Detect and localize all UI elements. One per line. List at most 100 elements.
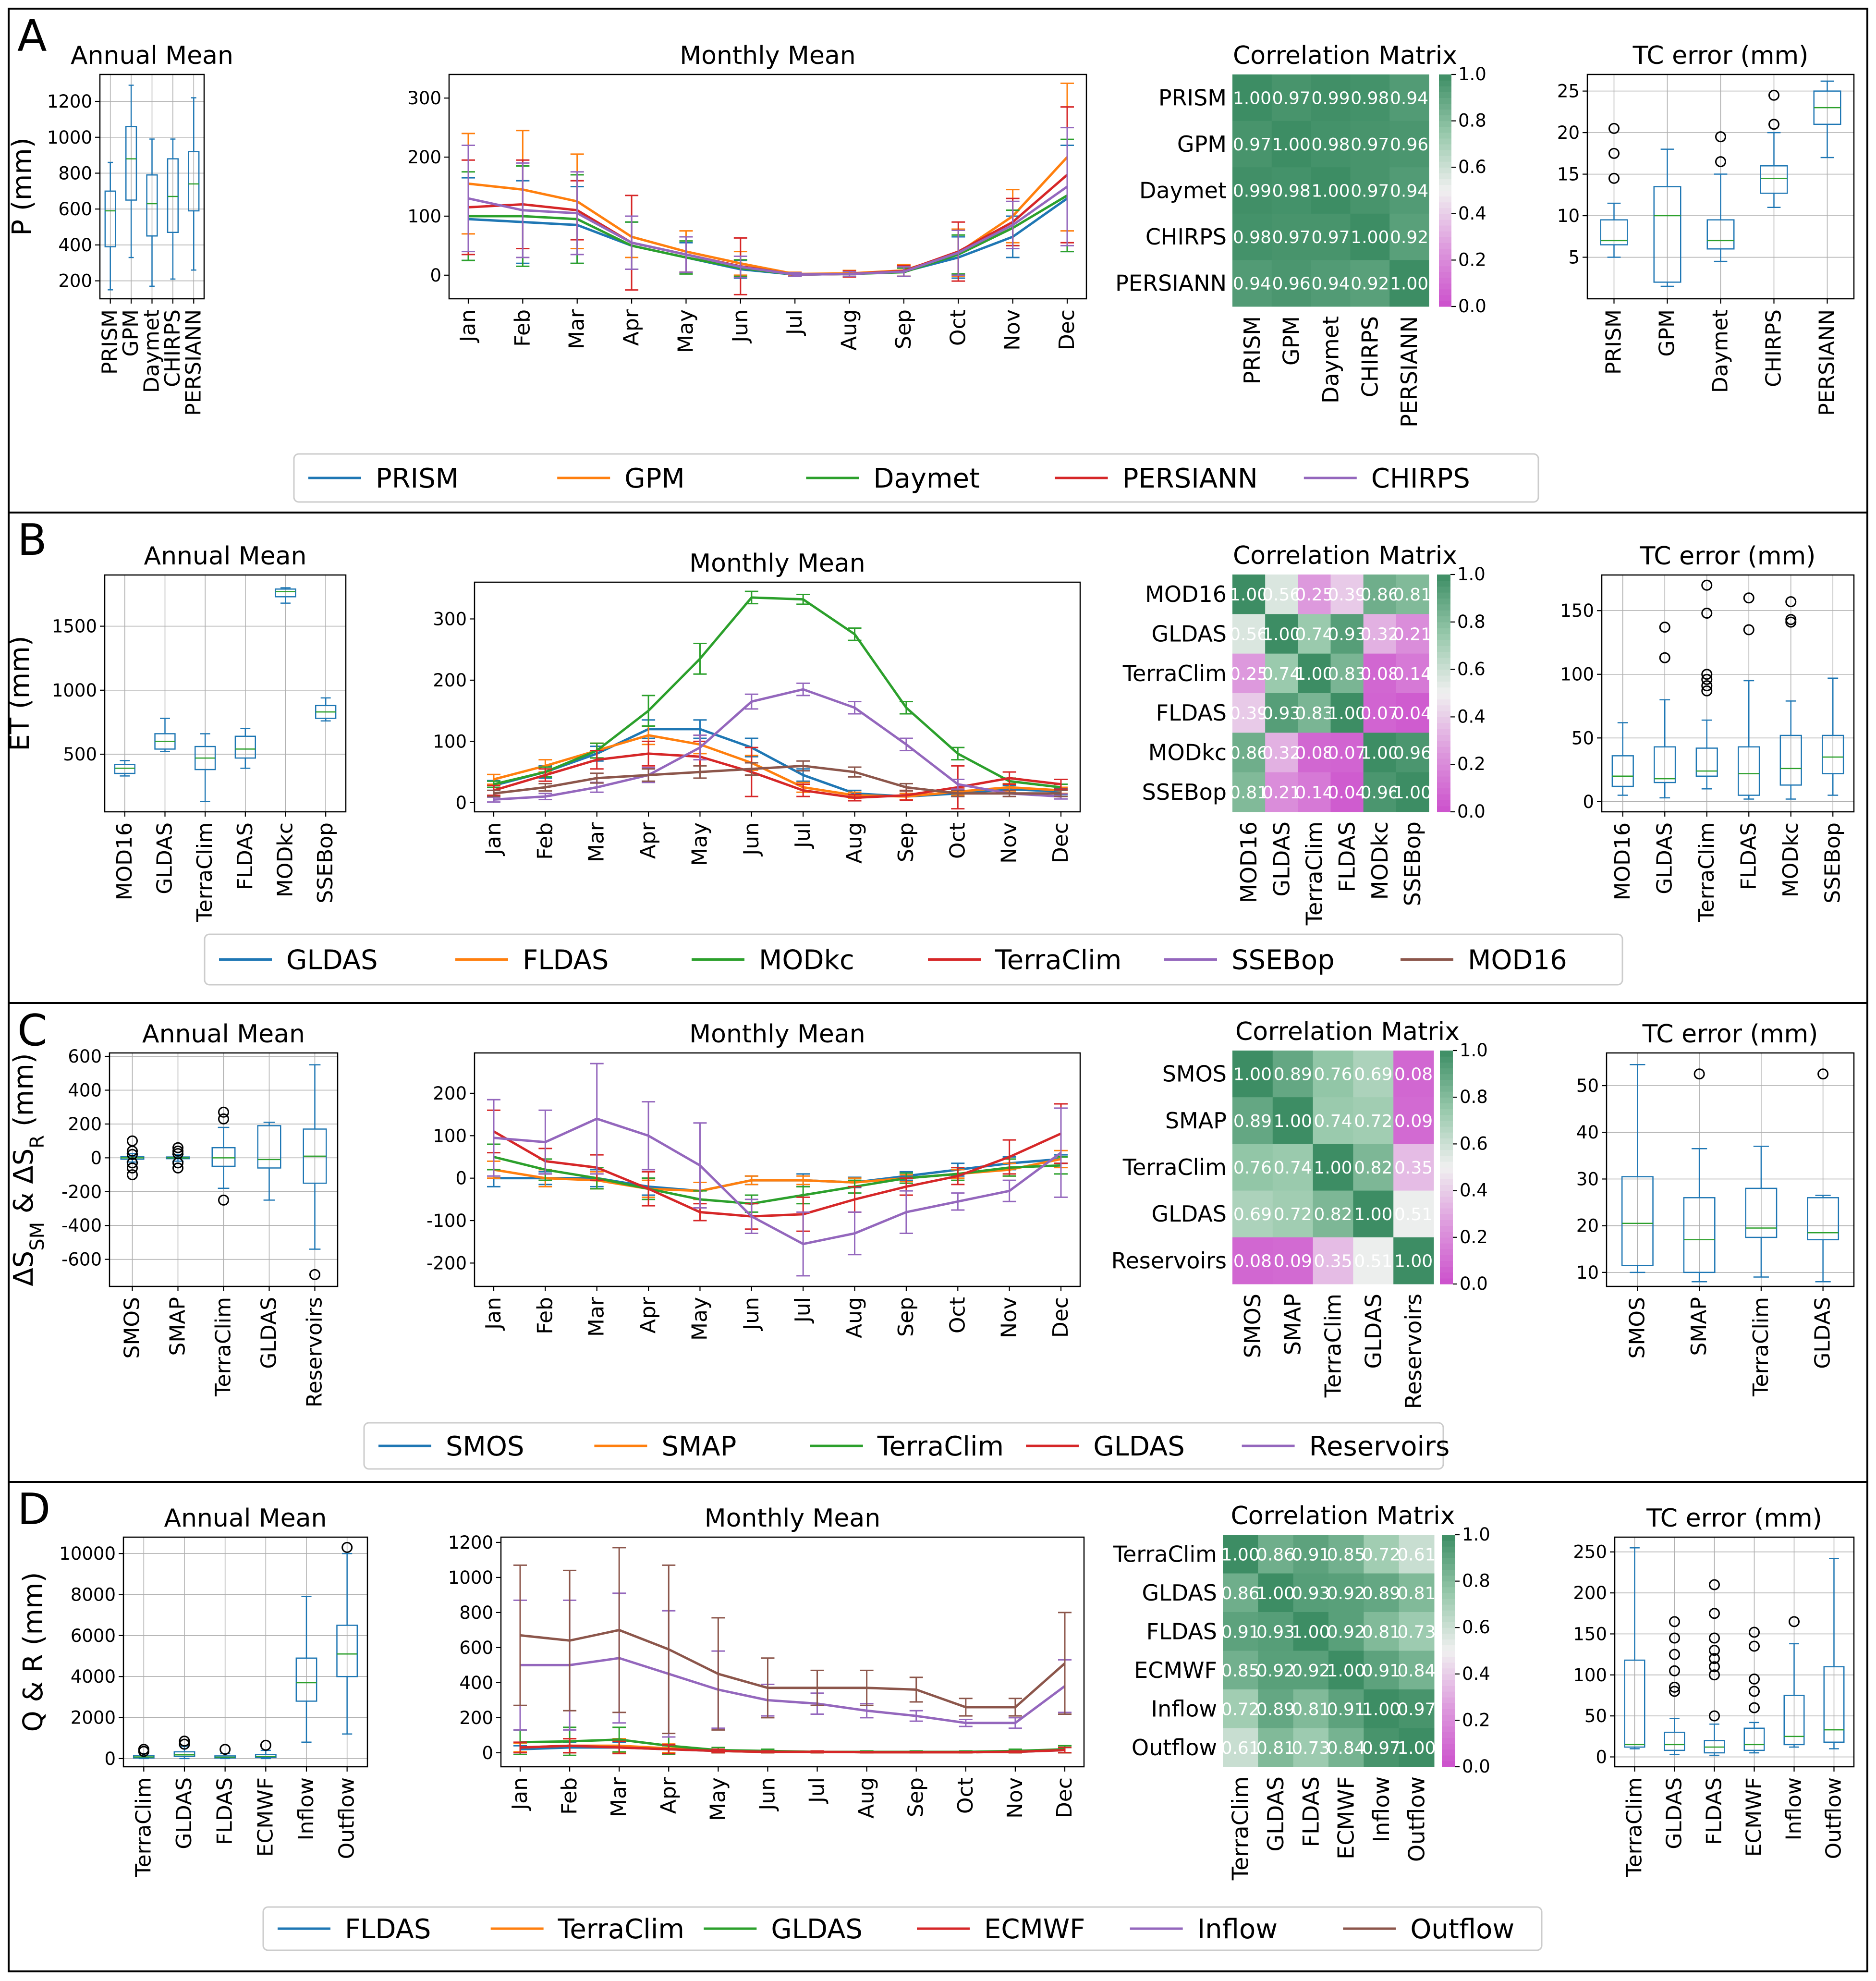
panel-a-correlation-matrix-colorbar-segment bbox=[1439, 173, 1451, 179]
panel-b-correlation-matrix-col-label: TerraClim bbox=[1301, 821, 1327, 926]
panel-a-correlation-matrix-colorbar-segment bbox=[1439, 237, 1451, 243]
legend-label-gldas: GLDAS bbox=[771, 1914, 863, 1945]
iqr-box bbox=[1783, 1695, 1805, 1746]
panel-d-correlation-matrix-col-label: Outflow bbox=[1403, 1776, 1429, 1862]
series-line bbox=[493, 688, 1061, 801]
panel-d-correlation-matrix-cell bbox=[1399, 1728, 1435, 1767]
panel-d-tc-error-ytick-label: 50 bbox=[1584, 1706, 1607, 1726]
panel-b-tc-error-xtick-label: TerraClim bbox=[1694, 822, 1719, 922]
panel-d-correlation-matrix-col-label: Inflow bbox=[1368, 1776, 1394, 1842]
panel-d-correlation-matrix-cell bbox=[1364, 1689, 1400, 1728]
panel-b-correlation-matrix-colorbar-segment bbox=[1437, 616, 1450, 623]
panel-a-correlation-matrix-cell bbox=[1311, 121, 1351, 168]
panel-d-correlation-matrix-colorbar-segment bbox=[1442, 1761, 1455, 1767]
panel-c-monthly-mean-xtick-label: Apr bbox=[636, 1296, 660, 1333]
panel-b-monthly-mean-xtick-label: Mar bbox=[585, 822, 609, 862]
panel-d-correlation-matrix-colorbar-segment bbox=[1442, 1546, 1455, 1553]
panel-a-correlation-matrix-colorbar-segment bbox=[1439, 184, 1451, 191]
panel-d-correlation-matrix-cell bbox=[1293, 1728, 1329, 1767]
panel-c-monthly-mean-xtick-label: Jan bbox=[481, 1297, 506, 1331]
legend-label-inflow: Inflow bbox=[1197, 1914, 1278, 1945]
panel-b-correlation-matrix-cell bbox=[1396, 733, 1429, 773]
panel-a-correlation-matrix-colorbar-segment bbox=[1439, 138, 1451, 145]
panel-b-correlation-matrix-cell bbox=[1298, 733, 1331, 773]
panel-a-legend: PRISM GPM Daymet PERSIANN CHIRPS bbox=[293, 453, 1539, 503]
panel-c-correlation-matrix-colorbar-segment bbox=[1440, 1126, 1453, 1133]
panel-c-tc-error-xtick-label: SMOS bbox=[1625, 1297, 1649, 1358]
panel-d-tc-error-frame bbox=[1614, 1536, 1855, 1768]
panel-a-correlation-matrix-cell-value: 0.97 bbox=[1351, 182, 1389, 201]
panel-a-monthly-mean-xtick-label: Mar bbox=[565, 309, 589, 349]
iqr-box bbox=[1611, 755, 1634, 787]
panel-b-tc-error-box-modkc bbox=[1779, 596, 1802, 800]
panel-d-correlation-matrix-colorbar-segment bbox=[1442, 1697, 1455, 1703]
panel-d-tc-error-ytick-label: 200 bbox=[1573, 1583, 1607, 1603]
panel-a-tc-error-axes: 5 10 15 20 25 PRISM GPM Daymet CHIRPS PERSIANN TC … bbox=[1557, 41, 1855, 416]
panel-d-tc-error-box-outflow bbox=[1823, 1558, 1845, 1749]
panel-d-correlation-matrix-cell-value: 1.00 bbox=[1362, 1700, 1401, 1719]
outlier-point bbox=[179, 1738, 190, 1750]
panel-a-correlation-matrix-colorbar-segment bbox=[1439, 254, 1451, 260]
outlier-point bbox=[218, 1194, 229, 1206]
panel-a-correlation-matrix-colorbar-segment bbox=[1439, 277, 1451, 284]
panel-d-correlation-matrix-cell-value: 0.93 bbox=[1256, 1622, 1295, 1642]
panel-c-frame bbox=[8, 1002, 1868, 1483]
panel-b-correlation-matrix-cell bbox=[1298, 693, 1331, 733]
panel-d-correlation-matrix-colorbar-label: 1.0 bbox=[1462, 1524, 1490, 1545]
panel-d-correlation-matrix-col-label: FLDAS bbox=[1298, 1776, 1324, 1847]
panel-b-correlation-matrix-colorbar-segment bbox=[1437, 681, 1450, 688]
panel-d-tc-error-xtick-label: Outflow bbox=[1822, 1777, 1846, 1859]
panel-b-correlation-matrix-colorbar-segment bbox=[1437, 729, 1450, 735]
panel-d-correlation-matrix-cell-value: 0.91 bbox=[1221, 1622, 1260, 1642]
panel-d-legend: FLDAS TerraClim GLDAS ECMWF Inflow Outflow bbox=[262, 1906, 1543, 1951]
panel-c-monthly-mean-ytick-label: 100 bbox=[433, 1125, 467, 1146]
panel-c-correlation-matrix-cell bbox=[1353, 1190, 1394, 1238]
series-line bbox=[520, 1657, 1066, 1724]
panel-a-correlation-matrix-cell-value: 0.98 bbox=[1351, 88, 1389, 108]
panel-c-correlation-matrix-colorbar-label: 0.8 bbox=[1460, 1087, 1488, 1107]
outlier-point bbox=[260, 1739, 271, 1751]
panel-a-tc-error-box-gpm bbox=[1653, 148, 1681, 287]
panel-c-annual-mean-xtick-label: SMAP bbox=[166, 1297, 190, 1356]
iqr-box bbox=[1738, 746, 1760, 796]
iqr-box bbox=[1743, 1727, 1765, 1751]
panel-b-correlation-matrix-cell bbox=[1363, 733, 1397, 773]
panel-d-correlation-matrix-cell bbox=[1293, 1573, 1329, 1613]
panel-d-correlation-matrix-cell bbox=[1328, 1689, 1364, 1728]
iqr-box bbox=[1760, 165, 1788, 194]
panel-b-tc-error-xtick-label: MODkc bbox=[1779, 822, 1803, 897]
panel-a-correlation-matrix-cell bbox=[1350, 74, 1390, 122]
panel-d-correlation-matrix-col-label: TerraClim bbox=[1228, 1776, 1254, 1881]
panel-c-correlation-matrix-colorbar-segment bbox=[1440, 1138, 1453, 1144]
panel-d-correlation-matrix-row-label: ECMWF bbox=[1134, 1657, 1217, 1683]
panel-b-annual-mean-ytick-label: 1500 bbox=[52, 616, 97, 637]
panel-b-annual-mean-ytick-label: 1000 bbox=[52, 680, 97, 701]
panel-a-correlation-matrix-colorbar-segment bbox=[1439, 179, 1451, 185]
panel-b-monthly-mean-xtick-label: Jul bbox=[791, 822, 815, 849]
iqr-box bbox=[125, 126, 137, 201]
panel-d: DQ & R (mm)0200040006000800010000TerraCl… bbox=[8, 1481, 1868, 1972]
panel-b-correlation-matrix-cell-value: 0.39 bbox=[1230, 704, 1268, 723]
panel-d-correlation-matrix-cell-value: 0.81 bbox=[1397, 1584, 1436, 1603]
panel-b-correlation-matrix-cell bbox=[1232, 614, 1266, 654]
panel-b-annual-mean-xtick-label: MOD16 bbox=[112, 822, 137, 900]
panel-a-correlation-matrix-cell-value: 0.99 bbox=[1233, 182, 1271, 201]
panel-d-correlation-matrix-cell bbox=[1364, 1651, 1400, 1690]
panel-b-correlation-matrix-cell-value: 0.21 bbox=[1393, 625, 1432, 645]
panel-d-correlation-matrix-col-label: GLDAS bbox=[1263, 1776, 1289, 1852]
panel-b-correlation-matrix-colorbar-segment bbox=[1437, 592, 1450, 599]
panel-d-monthly-mean-ytick-label: 1000 bbox=[448, 1567, 493, 1588]
panel-b-correlation-matrix-cell bbox=[1363, 693, 1397, 733]
panel-a-correlation-matrix-cell-value: 0.97 bbox=[1311, 228, 1350, 247]
panel-c-monthly-mean-xtick-label: Feb bbox=[533, 1297, 557, 1334]
panel-d-correlation-matrix-colorbar-segment bbox=[1442, 1598, 1455, 1605]
panel-c-monthly-mean-xtick-label: Oct bbox=[945, 1297, 970, 1333]
panel-b-monthly-mean-xtick-label: Feb bbox=[533, 822, 557, 860]
panel-a-correlation-matrix-colorbar-segment bbox=[1439, 190, 1451, 197]
panel-b-correlation-matrix-cell bbox=[1330, 693, 1364, 733]
panel-b-correlation-matrix-cell-value: 0.39 bbox=[1328, 585, 1366, 605]
panel-c-correlation-matrix-colorbar-segment bbox=[1440, 1260, 1453, 1267]
panel-b-correlation-matrix-colorbar-segment bbox=[1437, 806, 1450, 812]
panel-c-correlation-matrix-cell bbox=[1393, 1144, 1434, 1191]
